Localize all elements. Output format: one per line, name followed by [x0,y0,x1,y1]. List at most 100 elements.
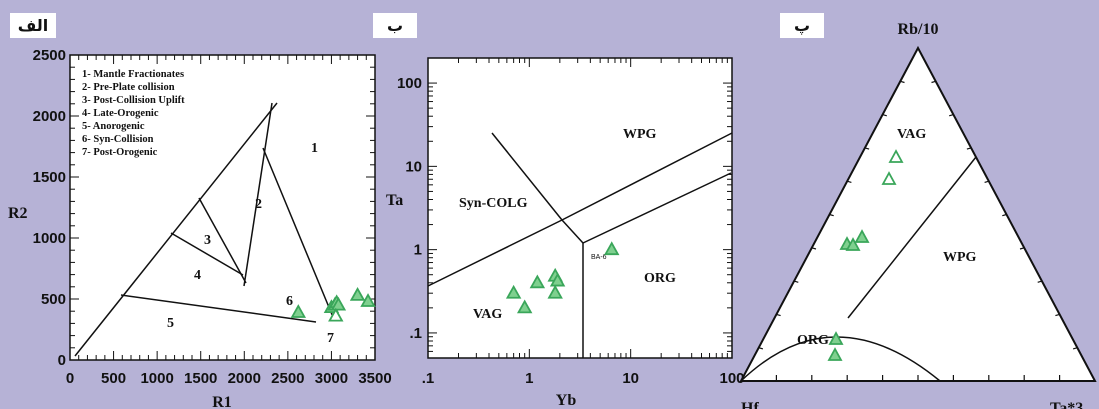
panel-a-tag-box [10,13,56,38]
panel-c-tag-box [780,13,824,38]
x-tick-label: 1500 [184,370,217,387]
y-tick-label: .1 [409,325,422,342]
panel-a: الف 1- Mantle Fractionates 2- Pre-Plate … [8,13,392,409]
data-point [827,347,843,361]
vertex-label-left: Hf [741,400,759,409]
legend-item: 1- Mantle Fractionates [82,69,184,80]
tick [776,313,781,317]
y-tick-label: 500 [41,291,66,308]
x-tick-label: 1000 [140,370,173,387]
data-point [547,284,563,299]
field-label: 7 [327,331,334,346]
y-tick-label: 1 [414,242,422,259]
x-tick-label: 2500 [271,370,304,387]
tick [1019,247,1025,250]
panel-b-field-lines [427,132,733,358]
panel-c: پ Rb/10 Hf VAG WPG ORG Ta*3 [739,13,1097,409]
data-point [516,299,533,314]
data-point [290,304,307,318]
x-tick-label: 10 [622,370,639,387]
panel-a-points [290,286,376,322]
panel-b-ticks [427,57,732,359]
y-tick-label: 2500 [33,47,66,64]
tick [900,80,905,84]
tick [984,180,989,183]
tick [882,114,887,117]
tick [811,247,817,250]
y-tick-label: 0 [58,352,66,369]
panel-b-y-tick-labels: .1 1 10 100 [397,75,422,342]
tick [758,347,764,350]
vertex-label-top: Rb/10 [898,21,939,38]
tick [1002,213,1007,217]
data-point [330,296,347,311]
data-point [505,284,522,299]
tick [931,80,936,84]
vertex-label-right: Ta*3 [1050,400,1083,409]
tick [1037,280,1043,283]
legend-item: 7- Post-Orogenic [82,147,158,158]
data-point [828,331,844,345]
tick [1072,347,1078,350]
panel-a-legend: 1- Mantle Fractionates 2- Pre-Plate coll… [82,69,185,158]
field-label: WPG [943,250,977,265]
x-tick-label: 3000 [315,370,348,387]
panel-c-ticks [758,80,1078,381]
panel-b-tag-box [373,13,417,38]
legend-item: 5- Anorogenic [82,121,145,132]
data-point [529,274,546,289]
field-label: Syn-COLG [459,196,528,211]
x-tick-label: 500 [101,370,126,387]
field-label: VAG [473,307,502,322]
panel-a-xlabel: R1 [212,394,232,409]
data-point [360,293,376,307]
x-tick-label: 1 [525,370,533,387]
field-label: VAG [897,127,926,142]
field-label: ORG [644,271,676,286]
y-tick-label: 1500 [33,169,66,186]
field-label: 1 [311,141,318,156]
panel-a-field-lines [74,102,334,357]
data-point [888,149,904,163]
tick [1055,313,1060,317]
data-point [845,237,861,251]
panel-b-plot-area [427,57,733,359]
y-tick-label: 2000 [33,108,66,125]
panel-b-xlabel: Yb [556,392,577,409]
panel-b-points [505,241,620,314]
x-tick-label: 100 [719,370,744,387]
field-label: 3 [204,233,211,248]
sample-annotation: BA-6 [591,254,607,261]
panel-b: ب WPG Syn-COLG ORG VAG BA-6 .1 1 10 100 .1 1… [373,13,745,409]
panel-c-points [827,149,904,361]
tick [793,280,799,283]
data-point [328,307,344,322]
legend-item: 3- Post-Collision Uplift [82,95,185,106]
x-tick-label: 0 [66,370,74,387]
tick [949,114,954,117]
field-label: 4 [194,268,201,283]
tick [864,147,870,150]
field-label: WPG [623,127,657,142]
panel-a-ylabel: R2 [8,205,28,222]
legend-item: 6- Syn-Collision [82,134,154,145]
panel-a-tag: الف [18,16,49,35]
y-tick-label: 100 [397,75,422,92]
panel-a-ticks [69,54,376,361]
x-tick-label: .1 [422,370,435,387]
ternary-triangle [739,45,1097,382]
y-tick-label: 1000 [33,230,66,247]
panel-c-tag: پ [794,16,810,36]
tick [966,147,972,150]
data-point [854,229,870,243]
x-tick-label: 3500 [358,370,391,387]
panel-b-field-labels: WPG Syn-COLG ORG VAG BA-6 [459,127,676,322]
panel-b-ylabel: Ta [386,192,403,209]
tick [847,180,852,183]
field-label: 2 [255,197,262,212]
panel-b-x-tick-labels: .1 1 10 100 [422,370,745,387]
field-label: 6 [286,294,293,309]
field-label: ORG [797,333,829,348]
legend-item: 4- Late-Orogenic [82,108,159,119]
